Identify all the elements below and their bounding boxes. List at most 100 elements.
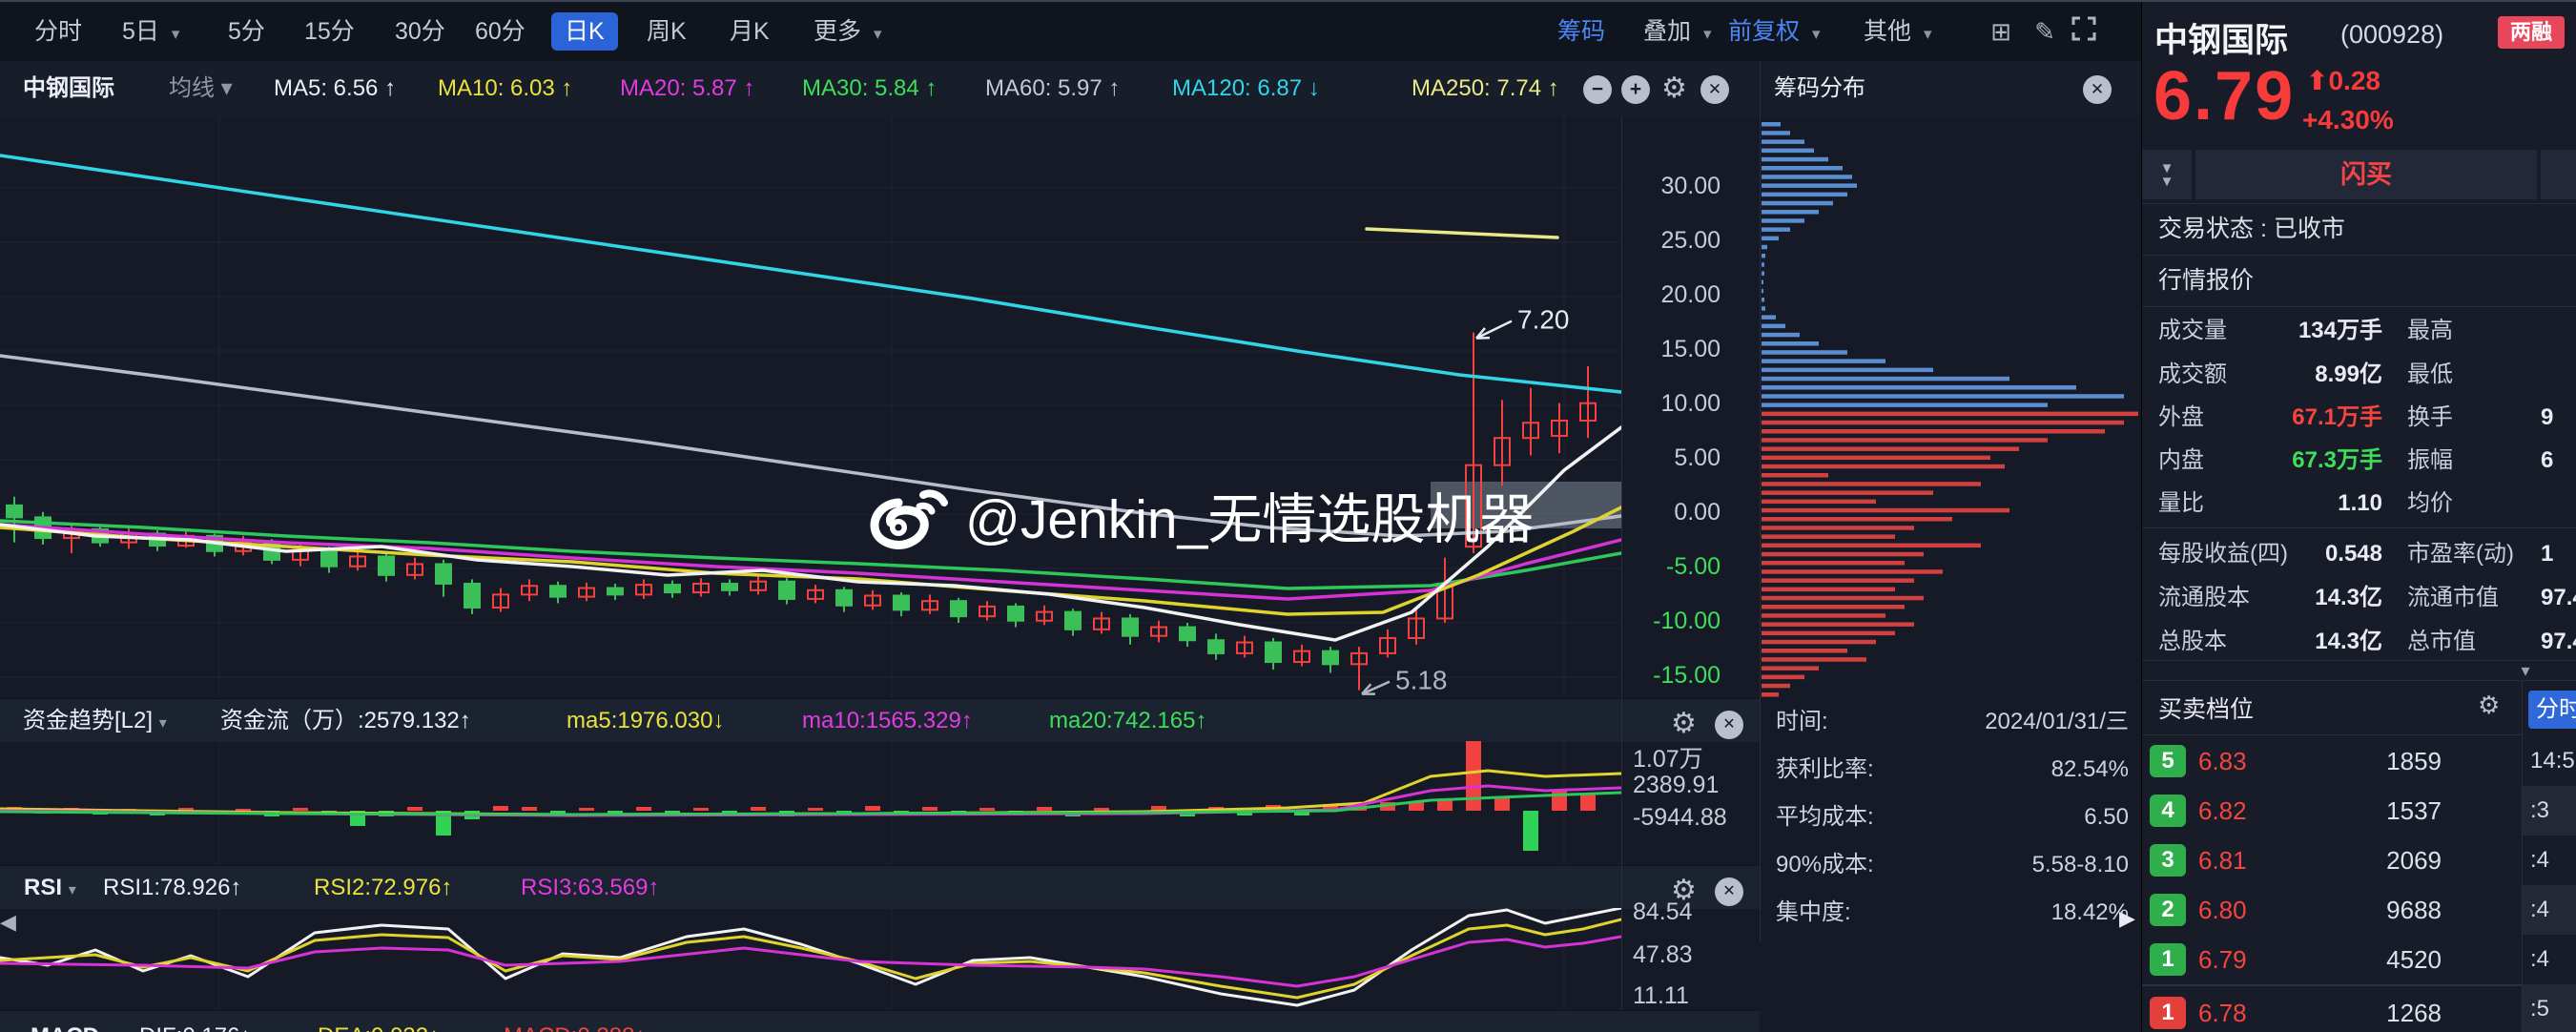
rsi3-value: RSI3:63.569↑ [521,866,659,909]
ma-value-ma60: MA60: 5.97 ↑ [985,61,1120,116]
rsi-close-button[interactable]: ✕ [1715,869,1743,912]
chip-panel-title: 筹码分布 [1774,61,1865,116]
macd-value: MACD:0.288↑ [504,1015,646,1032]
chip-close-button[interactable]: ✕ [2083,61,2112,116]
draw-pencil-icon[interactable]: ✎ [2029,16,2061,47]
quote-expand-chevron[interactable]: ▾ [2506,661,2545,680]
tab-5分[interactable]: 5分 [228,2,265,61]
rsi-axis-label: 47.83 [1633,941,1693,969]
tab-60分[interactable]: 60分 [475,2,526,61]
collapse-left-handle[interactable]: ◀ [0,910,16,935]
chevron-down-icon: ▾ [172,25,180,43]
trading-status: 交易状态 : 已收市 [2142,204,2576,254]
last-price: 6.79 [2154,57,2295,135]
rsi-header: RSI ▾ RSI1:78.926↑ RSI2:72.976↑ RSI3:63.… [0,865,1760,909]
rsi-axis-label: 11.11 [1633,982,1689,1010]
candlestick-chart[interactable]: 7.20 5.18 [0,116,1621,698]
macd-dif-value: DIF:0.176↑ [139,1015,251,1032]
toolbar-item-其他[interactable]: 其他 ▾ [1864,2,1932,61]
flash-sell-button-clipped[interactable] [2541,150,2576,199]
rsi-dropdown[interactable]: RSI ▾ [24,866,76,909]
fund-flow-value: 资金流（万）:2579.132↑ [220,699,471,742]
ma-value-ma20: MA20: 5.87 ↑ [620,61,754,116]
price-axis-label: -15.00 [1633,662,1721,690]
price-axis-label: -10.00 [1633,608,1721,635]
tab-月K[interactable]: 月K [730,2,770,61]
fund-settings-button[interactable]: ⚙ [1671,702,1697,745]
tape-time-row: :3 [2523,786,2576,836]
tab-5日[interactable]: 5日 ▾ [122,2,179,61]
ma-mode-dropdown[interactable]: 均线 ▾ [169,61,233,116]
double-chevron-down-icon: ▼▼ [2142,150,2192,189]
macd-header: MACD ▾ DIF:0.176↑ DEA:0.032↑ MACD:0.288↑ [0,1010,1760,1032]
fund-axis-label: -5944.88 [1633,804,1727,832]
up-arrow-icon: ⬆ [2306,66,2328,95]
fund-close-button[interactable]: ✕ [1715,702,1743,745]
ma-value-ma250: MA250: 7.74 ↑ [1412,61,1559,116]
fund-trend-chart[interactable] [0,741,1621,865]
tab-分时[interactable]: 分时 [34,2,82,61]
tape-time-row: 14:5 [2523,736,2576,786]
tab-更多[interactable]: 更多 ▾ [814,2,882,61]
timeframe-toolbar: 分时 5日 ▾ 5分 15分 30分 60分日K 周K 月K 更多 ▾ 筹码叠加 ▾ 前复权 ▾ 其他… [0,2,2141,62]
chevron-down-icon: ▾ [221,75,233,101]
tab-日K[interactable]: 日K [551,12,618,51]
price-axis-label: 30.00 [1633,173,1721,200]
fund-axis-label: 1.07万 [1633,740,1703,774]
stock-code: (000928) [2340,20,2443,50]
chart-settings-button[interactable]: ⚙ [1661,61,1687,116]
price-axis-label: 25.00 [1633,227,1721,255]
bid-ask-separator [2142,984,2522,986]
toolbar-item-叠加[interactable]: 叠加 ▾ [1643,2,1712,61]
tab-30分[interactable]: 30分 [395,2,445,61]
chip-stat-row: 90%成本:5.58-8.10 [1761,841,2142,889]
macd-dropdown[interactable]: MACD ▾ [31,1015,113,1032]
fullscreen-icon[interactable] [2071,16,2104,47]
fund-trend-dropdown[interactable]: 资金趋势[L2] ▾ [23,699,167,742]
quote-section-title: 行情报价 [2142,256,2576,305]
tab-周K[interactable]: 周K [647,2,687,61]
rsi-chart[interactable] [0,908,1621,1010]
chip-stat-row: 时间:2024/01/31/三 [1761,698,2142,746]
order-collapse-button[interactable]: ▼▼ [2142,150,2192,199]
ma-value-ma120: MA120: 6.87 ↓ [1172,61,1320,116]
tape-time-row: :5 [2523,984,2576,1032]
rsi1-value: RSI1:78.926↑ [103,866,241,909]
stock-name: 中钢国际 [2154,13,2288,62]
indicator-close-button[interactable]: ✕ [1700,61,1729,116]
zoom-out-button[interactable]: − [1583,61,1612,116]
flash-buy-button[interactable]: 闪买 [2195,150,2537,199]
svg-text:7.20: 7.20 [1517,305,1570,335]
rsi-axis-label: 84.54 [1633,898,1693,926]
svg-text:5.18: 5.18 [1395,666,1448,695]
toolbar-item-前复权[interactable]: 前复权 ▾ [1728,2,1821,61]
price-axis-label: 20.00 [1633,281,1721,309]
rsi2-value: RSI2:72.976↑ [314,866,452,909]
chevron-down-icon: ▾ [1812,25,1821,43]
ma-value-ma10: MA10: 6.03 ↑ [438,61,572,116]
order-book-settings-button[interactable]: ⚙ [2478,691,2500,720]
chevron-down-icon: ▾ [874,25,882,43]
chart-symbol-label: 中钢国际 [23,61,114,116]
toolbar-item-筹码[interactable]: 筹码 [1557,2,1605,61]
grid-layout-icon[interactable]: ⊞ [1985,16,2017,47]
chip-divider [1760,61,1761,941]
axis-divider [1621,116,1622,1010]
tab-timeline[interactable]: 分时 [2528,691,2576,729]
price-axis-label: 10.00 [1633,390,1721,418]
ma-value-ma5: MA5: 6.56 ↑ [274,61,396,116]
expand-right-handle[interactable]: ▶ [2119,906,2135,931]
zoom-in-button[interactable]: + [1621,61,1650,116]
tab-15分[interactable]: 15分 [304,2,355,61]
margin-badge: 两融 [2498,16,2565,49]
fund-trend-header: 资金趋势[L2] ▾ 资金流（万）:2579.132↑ ma5:1976.030… [0,698,1760,742]
